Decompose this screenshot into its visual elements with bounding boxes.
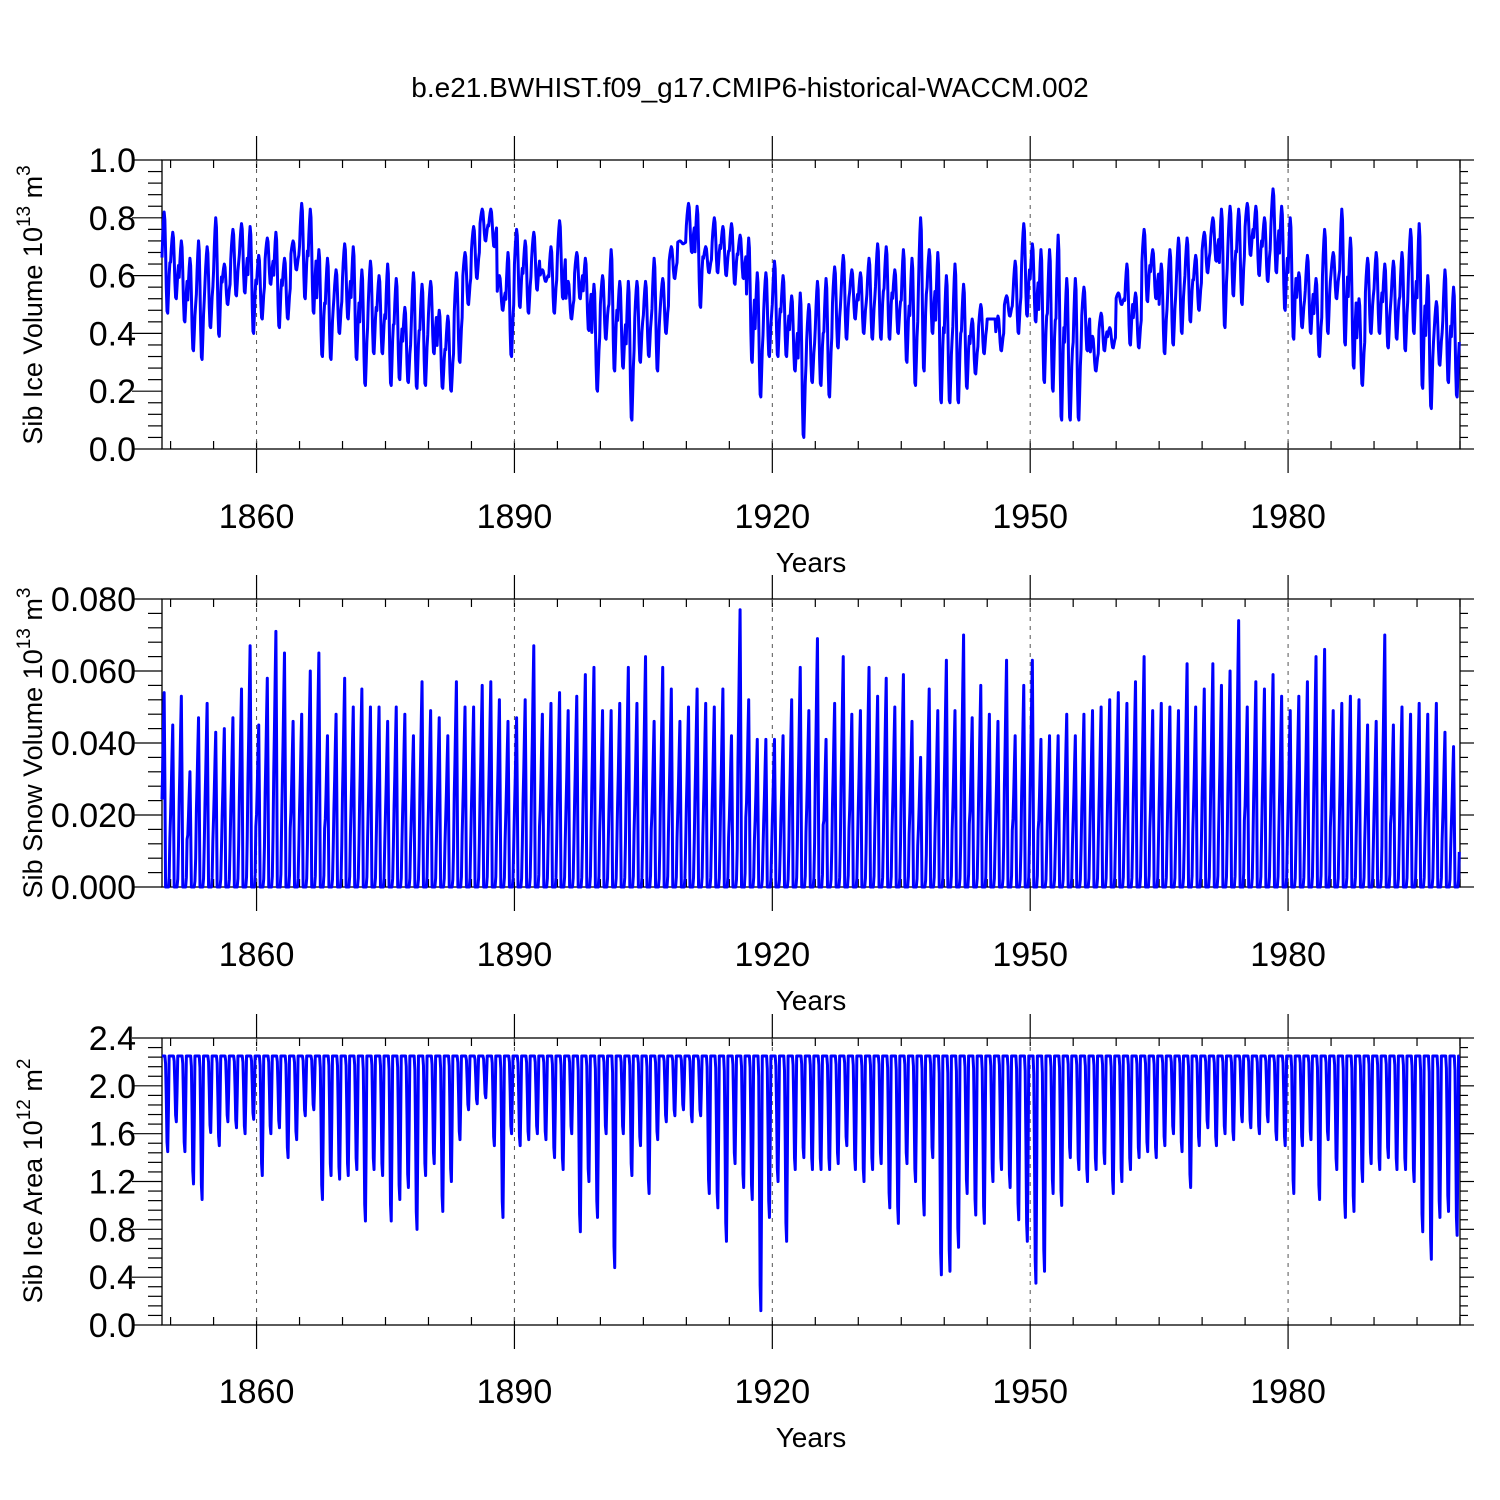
y-tick-label: 0.8 bbox=[89, 200, 136, 238]
y-axis-title-text: Sib Ice Area 10 bbox=[18, 1120, 48, 1303]
y-tick-label: 0.0 bbox=[89, 1307, 136, 1345]
panel-3: 1860 1890 1920 1950 1980 0.0 0.4 0.8 1.2 1.6 2.0 2.… bbox=[14, 1014, 1474, 1453]
x-tick-label: 1920 bbox=[734, 498, 810, 536]
x-tick-label: 1890 bbox=[477, 498, 553, 536]
y-axis-title-exp: 12 bbox=[14, 1099, 35, 1120]
y-tick-label: 0.8 bbox=[89, 1211, 136, 1249]
y-tick-label: 2.0 bbox=[89, 1068, 136, 1106]
x-tick-label: 1920 bbox=[734, 1373, 810, 1411]
y-tick-label: 1.6 bbox=[89, 1116, 136, 1154]
x-tick-label: 1980 bbox=[1250, 936, 1326, 974]
y-tick-label: 2.4 bbox=[89, 1020, 136, 1058]
y-axis-title-unit: m bbox=[18, 598, 48, 628]
x-tick-label: 1890 bbox=[477, 936, 553, 974]
y-tick-label: 0.2 bbox=[89, 373, 136, 411]
series-line-sib-ice-volume bbox=[160, 187, 1461, 439]
y-tick-label: 0.000 bbox=[51, 869, 136, 907]
y-axis-title: Sib Ice Area 1012 m2 bbox=[14, 1059, 48, 1304]
y-axis-title-unit-exp: 2 bbox=[14, 1059, 35, 1070]
y-tick-label: 0.6 bbox=[89, 258, 136, 296]
x-tick-label: 1950 bbox=[992, 936, 1068, 974]
x-tick-label: 1860 bbox=[219, 498, 295, 536]
x-tick-label: 1980 bbox=[1250, 1373, 1326, 1411]
y-axis-title-unit-exp: 3 bbox=[14, 588, 35, 599]
y-tick-label: 0.060 bbox=[51, 653, 136, 691]
y-axis-title: Sib Snow Volume 1013 m3 bbox=[14, 588, 48, 899]
plot-frame bbox=[161, 159, 1461, 450]
y-axis-title-exp: 13 bbox=[14, 628, 35, 649]
y-axis-title-exp: 13 bbox=[14, 206, 35, 227]
series-line-sib-ice-area bbox=[161, 1054, 1461, 1313]
x-tick-label: 1860 bbox=[219, 1373, 295, 1411]
y-tick-label: 0.0 bbox=[89, 431, 136, 469]
y-tick-label: 1.2 bbox=[89, 1164, 136, 1202]
y-tick-label: 1.0 bbox=[89, 142, 136, 180]
x-tick-label: 1980 bbox=[1250, 498, 1326, 536]
x-tick-label: 1860 bbox=[219, 936, 295, 974]
y-axis-title: Sib Ice Volume 1013 m3 bbox=[14, 165, 48, 444]
chart-title: b.e21.BWHIST.f09_g17.CMIP6-historical-WA… bbox=[411, 72, 1088, 103]
x-tick-label: 1950 bbox=[992, 1373, 1068, 1411]
x-axis-title: Years bbox=[776, 985, 847, 1016]
y-axis-title-unit: m bbox=[18, 176, 48, 206]
series-line-sib-snow-volume bbox=[160, 608, 1461, 889]
y-axis-title-text: Sib Ice Volume 10 bbox=[18, 227, 48, 445]
x-tick-label: 1920 bbox=[734, 936, 810, 974]
x-tick-label: 1890 bbox=[477, 1373, 553, 1411]
y-tick-label: 0.040 bbox=[51, 725, 136, 763]
panel-1: 1860 1890 1920 1950 1980 0.0 0.2 0.4 0.6 0.8 1.0 Ye… bbox=[14, 136, 1474, 578]
y-tick-label: 0.020 bbox=[51, 797, 136, 835]
x-tick-label: 1950 bbox=[992, 498, 1068, 536]
x-axis-title: Years bbox=[776, 547, 847, 578]
y-tick-label: 0.4 bbox=[89, 315, 136, 353]
y-axis-title-unit: m bbox=[18, 1069, 48, 1099]
y-axis-title-unit-exp: 3 bbox=[14, 165, 35, 176]
y-tick-label: 0.4 bbox=[89, 1259, 136, 1297]
y-tick-label: 0.080 bbox=[51, 581, 136, 619]
y-axis-title-text: Sib Snow Volume 10 bbox=[18, 649, 48, 898]
x-axis-title: Years bbox=[776, 1422, 847, 1453]
panel-2: 1860 1890 1920 1950 1980 0.000 0.020 0.040 0.060… bbox=[14, 575, 1474, 1016]
